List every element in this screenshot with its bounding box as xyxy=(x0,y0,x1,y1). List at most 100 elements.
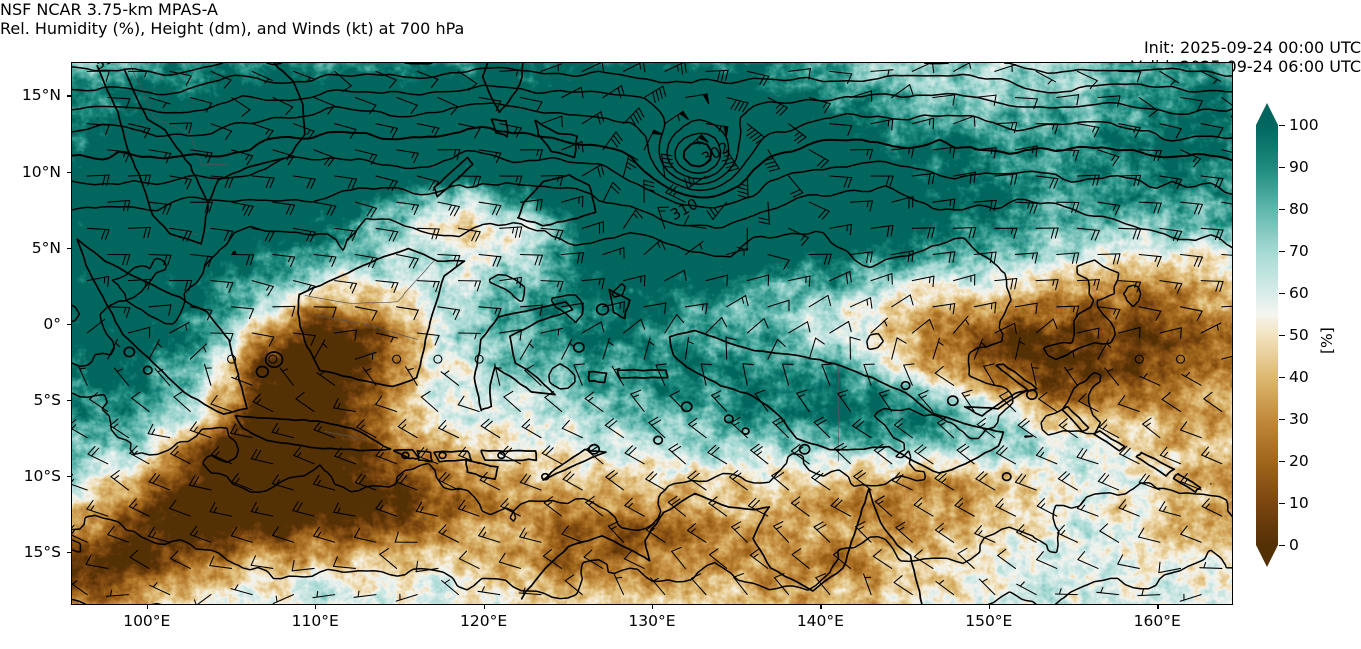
barb-staff xyxy=(707,451,728,465)
barb-full xyxy=(438,524,447,533)
barb-staff xyxy=(170,558,191,569)
barb-half xyxy=(1072,351,1075,358)
barb-half xyxy=(588,501,594,506)
barb-staff xyxy=(521,426,542,439)
barb-full xyxy=(632,113,639,124)
wind-barb xyxy=(354,201,378,218)
wind-barb xyxy=(1014,337,1025,360)
barb-full xyxy=(1159,446,1168,456)
barb-half xyxy=(524,424,531,430)
barb-staff xyxy=(833,448,851,465)
wind-barb xyxy=(973,94,997,106)
wind-barb xyxy=(561,252,585,264)
wind-barb xyxy=(375,447,398,465)
barb-full xyxy=(830,497,840,507)
wind-barb xyxy=(731,521,748,543)
colorbar-tick-label: 90 xyxy=(1289,158,1309,176)
wind-barb xyxy=(994,173,1018,186)
wind-barb xyxy=(561,140,584,153)
barb-full xyxy=(608,472,618,480)
barb-half xyxy=(733,526,740,531)
barb-full xyxy=(375,447,384,457)
barb-full xyxy=(763,318,769,329)
colorbar-tick xyxy=(1279,335,1285,337)
barb-half xyxy=(226,281,230,289)
wind-barb xyxy=(272,253,296,268)
barb-full xyxy=(271,474,279,485)
barb-full xyxy=(561,525,569,535)
barb-staff xyxy=(746,175,749,199)
barb-half xyxy=(964,318,970,325)
wind-barb xyxy=(726,247,749,256)
barb-full xyxy=(271,526,280,536)
wind-barb xyxy=(1118,227,1142,240)
wind-barb xyxy=(148,149,172,164)
barb-full xyxy=(271,422,279,433)
wind-barb xyxy=(438,419,460,439)
wind-barb xyxy=(521,418,542,439)
wind-barb xyxy=(1014,252,1038,264)
barb-half xyxy=(887,119,890,127)
barb-staff xyxy=(279,367,294,386)
wind-barb xyxy=(1161,392,1182,412)
wind-barb xyxy=(334,70,352,92)
wind-barb xyxy=(519,339,534,360)
barb-full xyxy=(725,336,737,341)
barb-staff xyxy=(1117,563,1140,569)
wind-barb xyxy=(1180,253,1203,268)
wind-barb xyxy=(1035,70,1057,85)
wind-barb xyxy=(292,123,315,141)
wind-barb xyxy=(1159,227,1183,242)
barb-full xyxy=(1156,256,1162,267)
barb-staff xyxy=(935,580,955,596)
barb-full xyxy=(388,79,397,89)
y-axis-tick xyxy=(67,247,71,249)
wind-barb xyxy=(1158,501,1182,517)
wind-barb xyxy=(1014,302,1038,315)
wind-barb xyxy=(953,315,970,334)
wind-barb xyxy=(758,201,770,225)
wind-barb xyxy=(499,276,523,289)
barb-staff xyxy=(148,201,172,206)
coastline-path xyxy=(480,449,538,462)
barb-full xyxy=(375,395,383,406)
barb-staff xyxy=(893,424,913,439)
barb-full xyxy=(341,85,352,92)
barb-half xyxy=(379,504,384,511)
wind-barb xyxy=(1104,367,1120,386)
wind-barb xyxy=(498,552,521,569)
barb-staff xyxy=(821,364,831,386)
barb-full xyxy=(745,295,749,307)
wind-barb xyxy=(540,115,563,128)
barb-staff xyxy=(891,84,911,99)
wind-barb xyxy=(332,556,356,569)
barb-full xyxy=(973,115,976,127)
barb-staff xyxy=(457,404,480,412)
barb-full xyxy=(726,274,728,287)
barb-full xyxy=(869,148,874,161)
barb-staff xyxy=(1200,227,1224,231)
wind-barb xyxy=(420,390,439,412)
wind-barb xyxy=(356,419,377,439)
barb-staff xyxy=(561,427,583,439)
barb-full xyxy=(147,423,154,435)
barb-full xyxy=(106,174,110,186)
barb-half xyxy=(1122,504,1127,510)
wind-barb xyxy=(911,227,935,239)
wind-barb xyxy=(147,423,171,439)
barb-staff xyxy=(829,175,853,179)
barb-staff xyxy=(1035,454,1058,465)
barb-full xyxy=(853,469,863,477)
barb-staff xyxy=(148,97,171,105)
barb-half xyxy=(968,63,972,69)
wind-barb xyxy=(148,97,171,109)
barb-full xyxy=(833,442,845,450)
barb-half xyxy=(1060,529,1066,536)
barb-full xyxy=(420,448,428,458)
barb-full xyxy=(700,363,713,366)
wind-barb xyxy=(499,329,523,341)
barb-full xyxy=(662,161,674,165)
wind-barb xyxy=(480,418,501,439)
island-marker xyxy=(401,451,410,460)
barb-full xyxy=(420,390,431,398)
